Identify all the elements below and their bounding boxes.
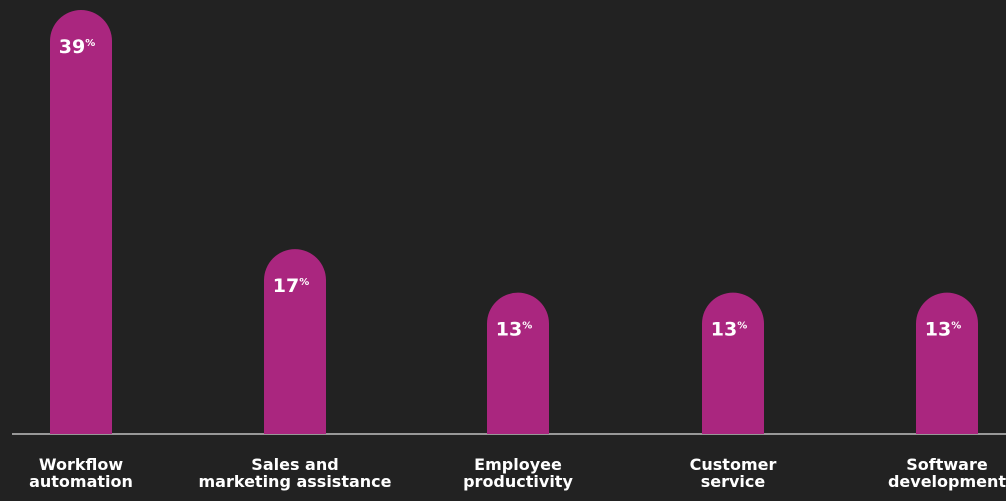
bar bbox=[50, 10, 112, 434]
category-label: Employee productivity bbox=[463, 455, 573, 491]
category-label: Software development bbox=[887, 455, 1006, 491]
bar-value-label: 13% bbox=[925, 319, 961, 341]
bar bbox=[264, 249, 326, 434]
category-label: Customer service bbox=[689, 455, 777, 491]
bar bbox=[702, 292, 764, 434]
category-label: Workflow automation bbox=[29, 455, 133, 491]
bar bbox=[916, 292, 978, 434]
bar-value-label: 39% bbox=[59, 36, 95, 58]
bar-value-label: 13% bbox=[496, 319, 532, 341]
bar-value-label: 13% bbox=[711, 319, 747, 341]
bar-value-label: 17% bbox=[273, 275, 309, 297]
bar bbox=[487, 292, 549, 434]
category-label: Sales and marketing assistance bbox=[198, 455, 392, 491]
